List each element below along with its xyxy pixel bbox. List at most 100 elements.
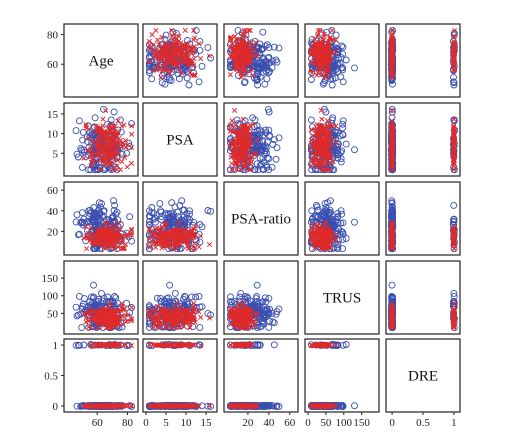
point-x-0-2-25: [227, 72, 233, 78]
point-x-0-1-24: [182, 27, 188, 33]
point-circle-0-3-87: [328, 26, 336, 34]
point-circle-0-1-135: [148, 64, 156, 72]
point-x-0-2-133: [249, 43, 255, 49]
point-x-0-1-156: [185, 41, 191, 47]
point-circle-0-1-124: [183, 74, 191, 82]
point-x-0-1-100: [173, 42, 179, 48]
point-x-0-1-151: [164, 55, 170, 62]
point-circle-0-2-37: [270, 43, 278, 51]
point-x-0-2-164: [233, 61, 239, 67]
point-x-0-1-150: [150, 67, 156, 73]
point-x-0-1-85: [169, 41, 175, 47]
point-x-0-2-66: [246, 27, 252, 34]
point-x-0-1-166: [162, 50, 168, 56]
point-x-0-1-76: [159, 34, 165, 40]
point-circle-0-2-35: [259, 28, 267, 36]
point-x-0-1-160: [171, 59, 177, 65]
point-circle-0-1-16: [167, 77, 175, 84]
point-circle-0-3-95: [319, 80, 327, 88]
point-x-0-1-3: [147, 46, 153, 52]
point-x-0-1-79: [149, 32, 155, 38]
point-circle-0-1-32: [198, 62, 206, 70]
point-x-0-1-145: [146, 38, 152, 44]
point-x-0-2-105: [228, 35, 234, 41]
point-circle-0-3-110: [339, 66, 347, 74]
point-x-0-1-148: [156, 56, 162, 62]
point-circle-0-2-157: [252, 73, 260, 81]
point-x-0-2-24: [247, 27, 253, 33]
point-x-0-1-161: [160, 47, 166, 53]
point-x-0-1-165: [198, 56, 204, 62]
point-x-0-2-157: [231, 47, 237, 53]
point-x-0-2-89: [241, 27, 247, 33]
point-x-0-1-164: [185, 61, 191, 67]
diagonal-label-psa-ratio: PSA-ratio: [231, 212, 291, 228]
point-x-0-1-119: [159, 68, 165, 74]
point-x-0-2-159: [237, 59, 243, 65]
point-x-0-2-168: [250, 72, 256, 78]
point-x-0-2-138: [240, 40, 246, 46]
point-x-0-1-153: [172, 47, 178, 53]
panel-age-vs-dre: [385, 23, 461, 98]
point-circle-0-1-139: [148, 75, 156, 83]
panel-age-vs-age: [63, 23, 139, 98]
point-circle-0-1-39: [162, 31, 170, 39]
point-circle-0-1-165: [174, 66, 181, 74]
point-circle-0-2-159: [253, 59, 261, 67]
panel-psa-vs-dre: [385, 102, 461, 177]
point-circle-0-1-169: [204, 44, 212, 52]
point-circle-0-3-162: [334, 61, 342, 69]
point-circle-0-2-115: [262, 61, 270, 69]
point-x-0-2-118: [249, 67, 255, 73]
point-circle-0-2-126: [240, 79, 248, 87]
point-x-0-2-33: [232, 33, 238, 39]
point-x-0-2-14: [236, 37, 242, 43]
point-x-0-1-135: [152, 53, 158, 59]
point-x-0-1-105: [192, 35, 198, 41]
point-x-0-1-133: [160, 43, 166, 49]
point-circle-0-2-82: [241, 78, 249, 86]
point-x-0-1-69: [169, 33, 175, 39]
point-x-0-1-167: [179, 45, 185, 51]
diagonal-label-psa: PSA: [166, 133, 194, 149]
point-circle-0-3-159: [334, 59, 342, 67]
point-x-0-2-84: [240, 31, 246, 37]
diagonal-label-age: Age: [89, 54, 114, 70]
point-x-0-1-89: [191, 27, 197, 33]
point-circle-0-2-87: [234, 26, 242, 34]
point-x-0-2-142: [234, 41, 240, 47]
point-circle-0-1-157: [163, 73, 171, 81]
point-circle-0-2-151: [253, 69, 261, 77]
point-x-0-1-137: [169, 52, 175, 58]
point-x-0-1-62: [146, 58, 152, 64]
point-x-0-2-158: [245, 46, 251, 52]
point-x-0-1-112: [152, 48, 159, 54]
point-circle-0-3-157: [337, 73, 345, 81]
point-x-0-2-167: [241, 45, 247, 51]
point-x-0-1-91: [150, 42, 156, 48]
point-x-0-2-146: [252, 52, 258, 58]
point-x-0-1-38: [196, 41, 202, 47]
point-circle-0-3-77: [351, 64, 358, 72]
point-x-0-2-166: [239, 50, 245, 56]
point-x-0-1-158: [174, 46, 180, 52]
point-x-0-1-98: [187, 70, 193, 76]
point-circle-0-3-99: [339, 50, 347, 58]
point-circle-0-2-168: [258, 45, 265, 53]
point-x-0-1-61: [206, 53, 213, 59]
point-x-0-1-138: [173, 40, 179, 46]
point-x-0-1-142: [156, 41, 162, 47]
point-x-0-2-30: [254, 53, 260, 59]
point-circle-0-1-116: [196, 46, 204, 54]
point-circle-0-1-142: [175, 75, 183, 83]
point-x-0-2-163: [236, 48, 242, 54]
point-circle-0-3-121: [307, 76, 315, 83]
point-x-0-2-125: [231, 61, 237, 67]
point-x-0-1-169: [178, 56, 184, 62]
point-circle-0-1-82: [195, 78, 203, 86]
point-x-0-1-163: [151, 48, 157, 54]
point-x-0-1-77: [175, 65, 181, 72]
point-x-0-1-136: [191, 48, 197, 55]
point-circle-0-3-127: [342, 56, 350, 64]
